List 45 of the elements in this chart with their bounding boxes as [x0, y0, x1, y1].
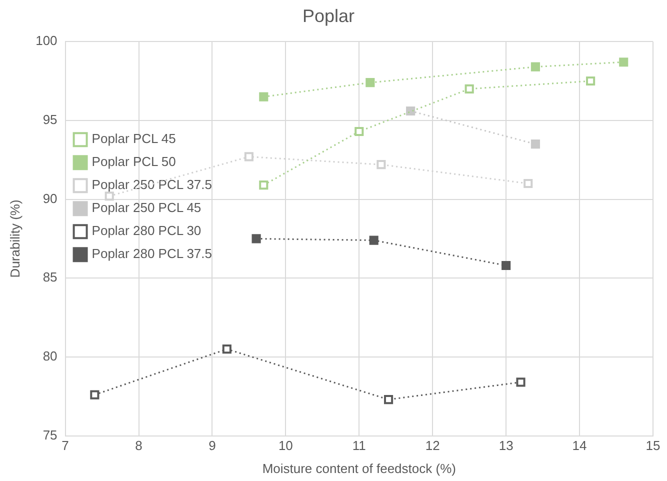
x-tick-label: 12	[425, 438, 440, 454]
x-tick-label: 7	[62, 438, 69, 454]
point	[524, 178, 533, 188]
y-tick-label: 95	[42, 112, 58, 128]
point	[376, 160, 386, 170]
x-tick-label: 8	[135, 438, 142, 454]
point	[244, 152, 254, 162]
point	[530, 62, 540, 72]
y-tick-label: 90	[42, 190, 58, 206]
legend-label: Poplar 250 PCL 37.5	[92, 177, 212, 192]
legend-label: Poplar PCL 50	[92, 154, 176, 170]
point	[464, 84, 474, 94]
legend-label: Poplar 280 PCL 30	[92, 223, 202, 238]
y-tick-label: 75	[42, 427, 58, 442]
point	[222, 344, 232, 354]
point	[502, 260, 511, 270]
legend-label: Poplar 280 PCL 37.5	[92, 246, 212, 262]
point	[369, 236, 378, 245]
y-tick-label: 80	[42, 348, 58, 364]
legend-label: Poplar PCL 45	[92, 131, 176, 146]
point	[354, 126, 364, 136]
y-tick-label: 85	[42, 270, 58, 285]
point	[252, 234, 261, 244]
point	[384, 395, 394, 404]
y-tick-label: 100	[36, 33, 58, 48]
legend-label: Poplar 250 PCL 45	[92, 200, 202, 216]
point	[259, 92, 268, 102]
point	[259, 180, 268, 190]
x-axis-title: Moisture content of feedstock (%)	[262, 460, 456, 476]
x-tick-label: 14	[572, 438, 587, 454]
point	[90, 390, 100, 400]
y-axis-title: Durability (%)	[7, 200, 22, 278]
point	[516, 378, 526, 387]
x-tick-label: 10	[278, 438, 293, 454]
x-tick-label: 9	[208, 438, 216, 454]
point	[586, 76, 596, 86]
x-tick-label: 15	[646, 438, 660, 454]
point	[619, 58, 628, 67]
point	[104, 192, 114, 201]
point	[530, 140, 540, 149]
chart-title: Poplar	[302, 6, 355, 26]
x-tick-label: 11	[352, 438, 366, 454]
point	[366, 78, 375, 88]
point	[406, 106, 416, 116]
x-tick-label: 13	[498, 438, 514, 454]
